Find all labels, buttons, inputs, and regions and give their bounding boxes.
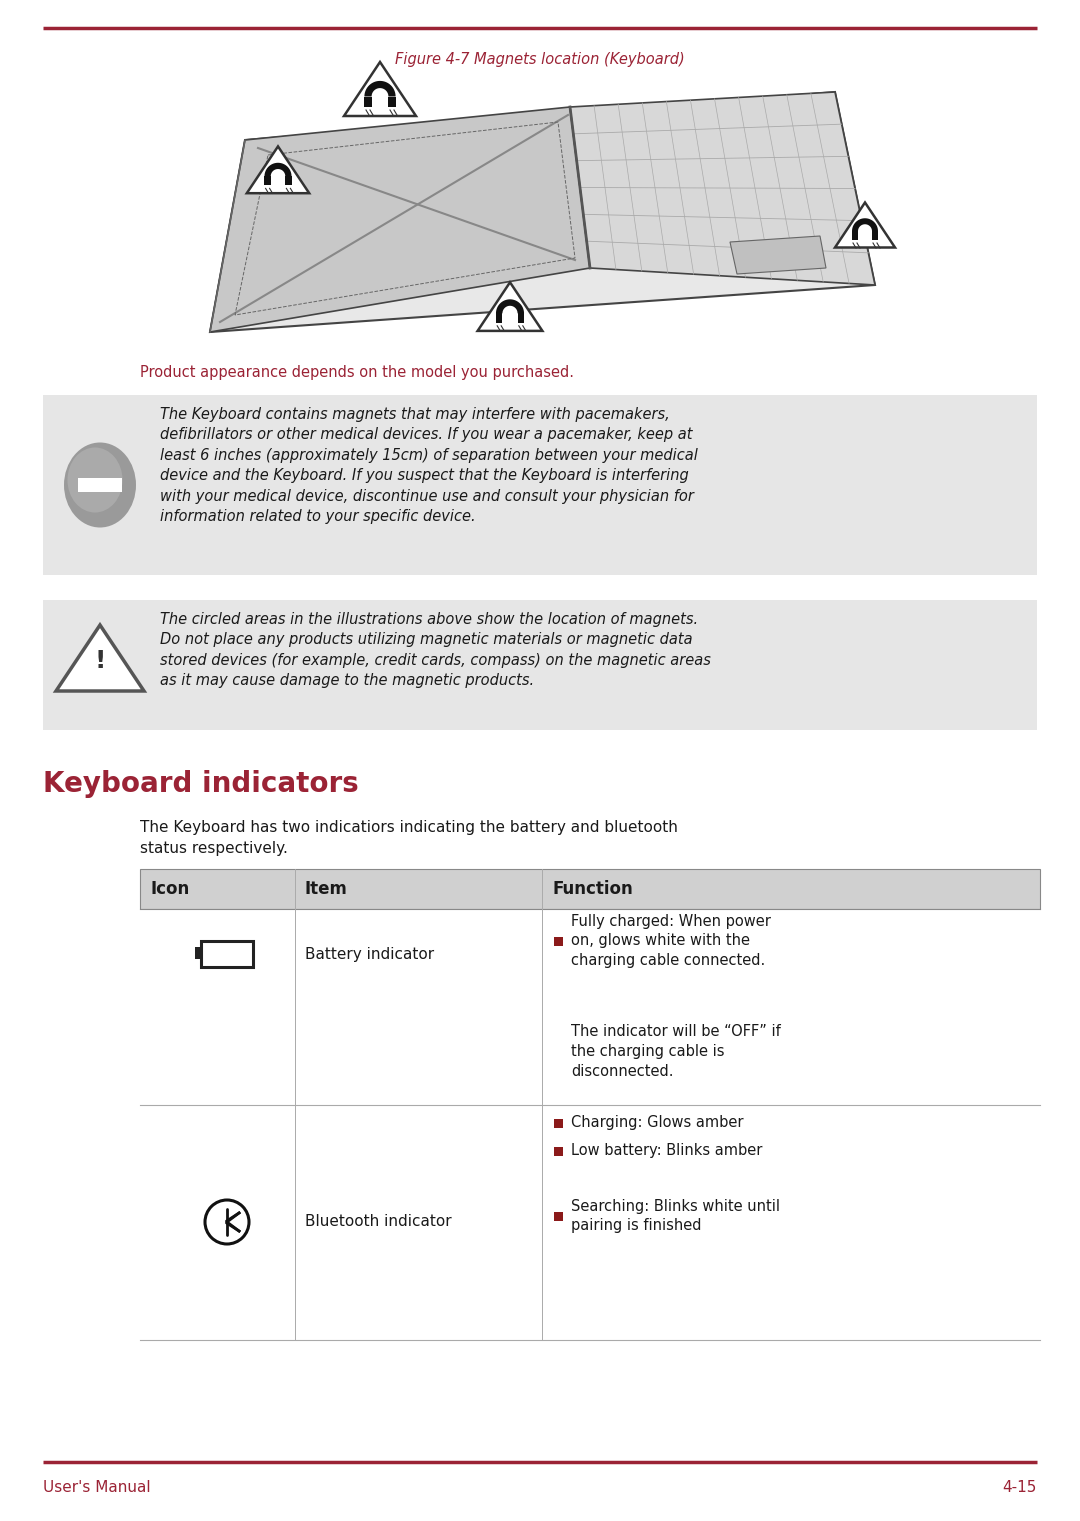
Bar (364, 96, 372, 106)
Polygon shape (345, 62, 416, 116)
Bar (554, 1119, 563, 1129)
Text: 4-15: 4-15 (1002, 1480, 1037, 1495)
Polygon shape (496, 300, 524, 313)
Text: Fully charged: When power
on, glows white with the
charging cable connected.: Fully charged: When power on, glows whit… (571, 914, 771, 969)
Bar (43, 599, 1037, 730)
Text: Battery indicator: Battery indicator (305, 946, 434, 961)
Bar (195, 948, 201, 960)
Polygon shape (835, 202, 895, 248)
Text: Bluetooth indicator: Bluetooth indicator (305, 1214, 451, 1229)
Text: Function: Function (552, 881, 633, 897)
Text: Keyboard indicators: Keyboard indicators (43, 770, 359, 799)
Bar (554, 1212, 563, 1221)
Text: Item: Item (305, 881, 348, 897)
Polygon shape (852, 218, 878, 231)
Ellipse shape (64, 443, 136, 528)
Text: The Keyboard has two indicatiors indicating the battery and bluetooth
status res: The Keyboard has two indicatiors indicat… (140, 820, 678, 856)
Bar (389, 96, 395, 106)
Bar (43, 395, 1037, 575)
Polygon shape (210, 91, 875, 332)
Circle shape (205, 1200, 249, 1244)
Text: The circled areas in the illustrations above show the location of magnets.
Do no: The circled areas in the illustrations a… (160, 611, 711, 687)
Bar (265, 176, 271, 186)
Polygon shape (265, 163, 292, 176)
Text: User's Manual: User's Manual (43, 1480, 150, 1495)
Ellipse shape (67, 447, 122, 513)
Bar (554, 1147, 563, 1156)
Bar (852, 231, 858, 240)
Bar (285, 176, 292, 186)
FancyBboxPatch shape (201, 941, 253, 967)
Text: Searching: Blinks white until
pairing is finished: Searching: Blinks white until pairing is… (571, 1199, 780, 1234)
Bar (78, 478, 122, 491)
Bar (140, 1104, 1040, 1340)
Bar (140, 868, 1040, 910)
Bar (872, 231, 878, 240)
Polygon shape (570, 91, 875, 284)
Polygon shape (730, 236, 826, 274)
Bar (140, 910, 1040, 1104)
Text: The indicator will be “OFF” if
the charging cable is
disconnected.: The indicator will be “OFF” if the charg… (571, 1024, 781, 1078)
Text: Figure 4-7 Magnets location (Keyboard): Figure 4-7 Magnets location (Keyboard) (395, 52, 685, 67)
Bar (496, 313, 502, 322)
Polygon shape (56, 625, 144, 691)
Text: Product appearance depends on the model you purchased.: Product appearance depends on the model … (140, 365, 573, 380)
Text: !: ! (94, 649, 106, 672)
Polygon shape (364, 81, 395, 96)
Bar (554, 937, 563, 946)
Bar (517, 313, 524, 322)
Text: The Keyboard contains magnets that may interfere with pacemakers,
defibrillators: The Keyboard contains magnets that may i… (160, 408, 698, 525)
Polygon shape (210, 106, 590, 332)
Text: Low battery: Blinks amber: Low battery: Blinks amber (571, 1144, 762, 1159)
Polygon shape (247, 146, 309, 193)
Polygon shape (477, 283, 542, 332)
Text: Icon: Icon (150, 881, 189, 897)
Text: Charging: Glows amber: Charging: Glows amber (571, 1115, 743, 1130)
